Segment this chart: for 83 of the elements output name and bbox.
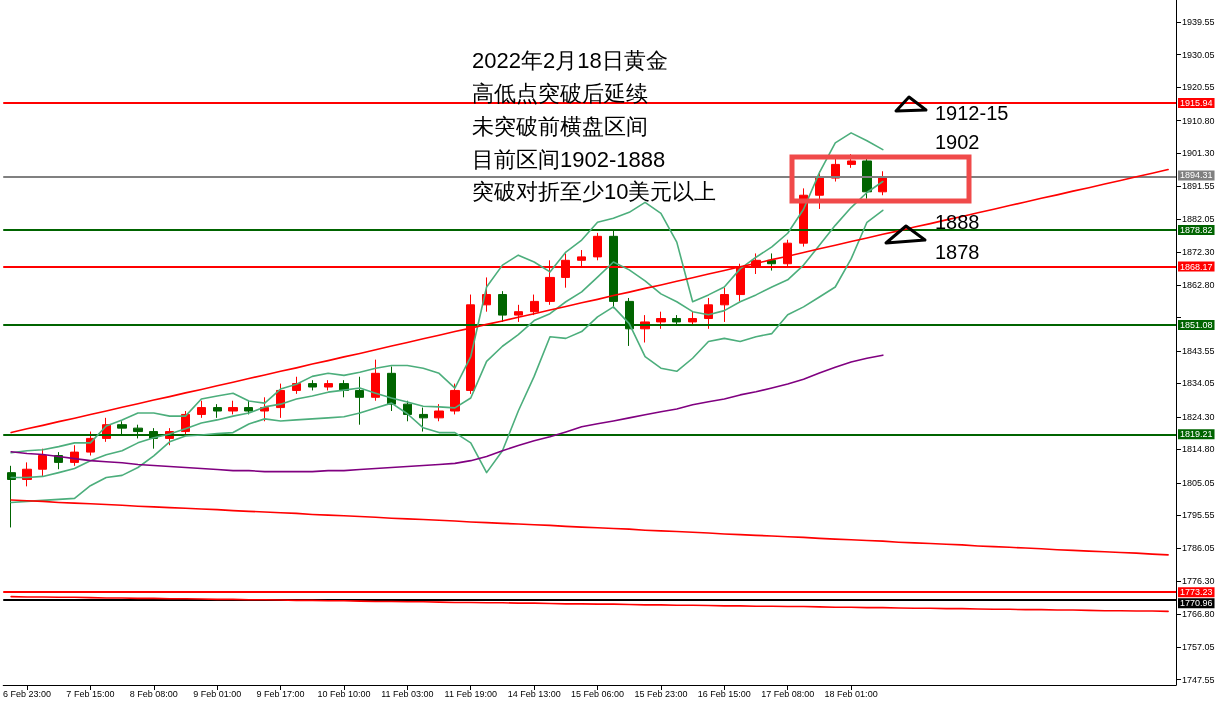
y-tick-label: 1814.80 (1182, 444, 1215, 455)
candlestick (466, 294, 475, 395)
ref-line-label: 1868.17 (1180, 261, 1213, 272)
candlestick (593, 232, 602, 261)
x-tick-label: 10 Feb 10:00 (317, 688, 371, 699)
line-series (10, 595, 1169, 613)
x-tick-label: 9 Feb 17:00 (256, 688, 305, 699)
y-tick-label: 1834.05 (1182, 378, 1215, 389)
ref-line-label: 1894.31 (1180, 170, 1213, 181)
line-series (10, 209, 884, 504)
candlestick (228, 400, 238, 415)
x-tick-label: 18 Feb 01:00 (824, 688, 878, 699)
candlestick (371, 359, 380, 402)
y-tick-label: 1910.80 (1182, 115, 1215, 126)
y-tick-label: 1805.05 (1182, 477, 1215, 488)
y-tick-label: 1824.30 (1182, 411, 1215, 422)
y-tick-label: 1930.05 (1182, 49, 1215, 60)
annotation: 1902 (935, 131, 980, 153)
y-tick-label: 1776.30 (1182, 576, 1215, 587)
annotation: 高低点突破后延续 (472, 80, 648, 106)
candlestick (862, 157, 872, 200)
candlestick (434, 403, 444, 422)
candlestick (403, 400, 412, 422)
candlestick (355, 376, 364, 426)
ref-line-label: 1770.96 (1180, 598, 1213, 609)
candlestick (38, 448, 47, 477)
candlestick (324, 379, 333, 391)
candlestick (656, 311, 666, 330)
candlestick (847, 153, 856, 169)
x-tick-label: 11 Feb 19:00 (444, 688, 497, 699)
y-tick-label: 1766.80 (1182, 608, 1215, 619)
y-tick-label: 1939.55 (1182, 17, 1215, 28)
candlestick (530, 294, 539, 316)
y-tick-label: 1757.05 (1182, 642, 1215, 653)
x-tick-label: 7 Feb 15:00 (66, 688, 115, 699)
annotation: 1912-15 (935, 102, 1009, 124)
y-tick-label: 1843.55 (1182, 345, 1215, 356)
annotation: 突破对折至少10美元以上 (472, 178, 717, 204)
line-series (10, 354, 884, 473)
candlestick (7, 465, 16, 528)
candlestick (387, 365, 396, 412)
candlestick (498, 290, 507, 323)
candlestick (514, 304, 523, 323)
candlestick (419, 407, 428, 433)
candlestick (767, 252, 776, 272)
candlestick (213, 403, 222, 419)
x-tick-label: 15 Feb 23:00 (634, 688, 688, 699)
candlestick (720, 287, 729, 323)
candlestick (260, 396, 269, 422)
x-tick-label: 8 Feb 08:00 (129, 688, 178, 699)
candlestick (197, 400, 206, 419)
annotation: 未突破前横盘区间 (472, 113, 648, 139)
annotation: 目前区间1902-1888 (472, 146, 666, 172)
y-tick-label: 1747.55 (1182, 674, 1215, 685)
ref-line-label: 1915.94 (1180, 97, 1213, 108)
y-tick-label: 1901.30 (1182, 148, 1215, 159)
line-series (10, 499, 1169, 556)
ref-line-label: 1851.08 (1180, 320, 1213, 331)
line-series (10, 180, 884, 479)
x-tick-label: 15 Feb 06:00 (571, 688, 625, 699)
candlestick (450, 383, 460, 415)
y-tick-label: 1882.05 (1182, 214, 1215, 225)
candlestick (308, 379, 317, 391)
x-tick-label: 11 Feb 03:00 (381, 688, 434, 699)
x-tick-label: 9 Feb 01:00 (193, 688, 242, 699)
annotation: 1888 (935, 211, 980, 233)
y-tick-label: 1891.55 (1182, 181, 1215, 192)
x-tick-label: 16 Feb 15:00 (697, 688, 751, 699)
ref-line-label: 1773.23 (1180, 587, 1213, 598)
y-tick-label: 1920.55 (1182, 82, 1215, 93)
y-tick-label: 1872.30 (1182, 247, 1215, 258)
candlestick (688, 311, 697, 326)
ref-line-label: 1819.21 (1180, 429, 1213, 440)
ref-line-label: 1878.82 (1180, 225, 1213, 236)
y-tick-label: 1862.80 (1182, 279, 1215, 290)
annotation: 2022年2月18日黄金 (472, 47, 668, 73)
x-tick-label: 6 Feb 23:00 (2, 688, 52, 699)
x-tick-label: 14 Feb 13:00 (507, 688, 561, 699)
y-tick-label: 1786.05 (1182, 542, 1215, 553)
x-tick-label: 17 Feb 08:00 (761, 688, 815, 699)
candlestick (244, 400, 253, 415)
y-tick-label: 1795.55 (1182, 510, 1215, 521)
annotation: 1878 (935, 241, 980, 263)
